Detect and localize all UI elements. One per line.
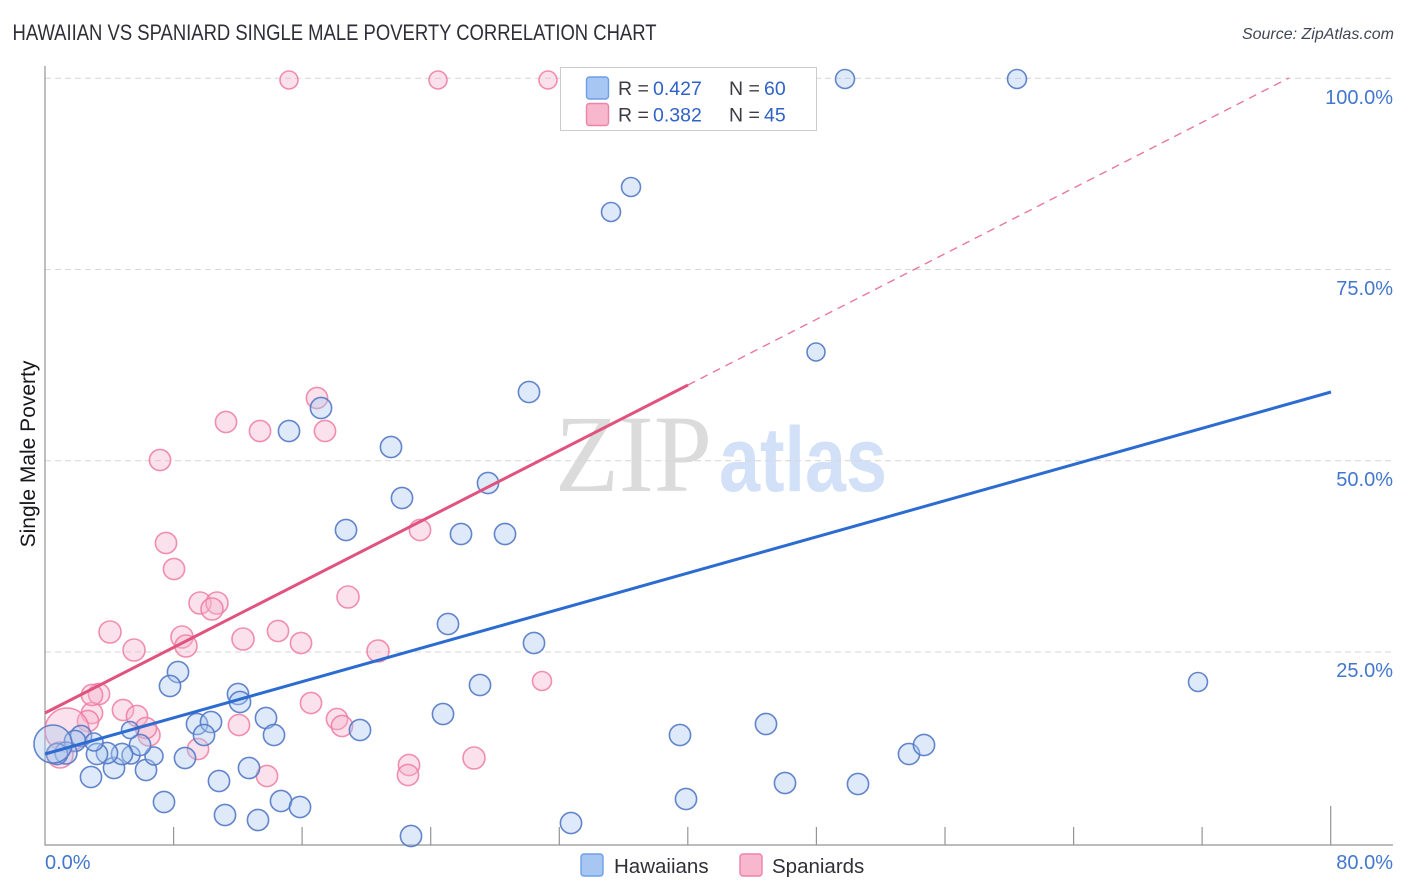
svg-text:0.427: 0.427 — [653, 78, 702, 100]
svg-text:R =: R = — [618, 105, 649, 127]
svg-text:25.0%: 25.0% — [1336, 660, 1393, 682]
svg-text:N =: N = — [729, 78, 760, 100]
svg-text:0.0%: 0.0% — [45, 852, 91, 874]
svg-text:50.0%: 50.0% — [1336, 469, 1393, 491]
svg-text:R =: R = — [618, 78, 649, 100]
svg-text:N =: N = — [729, 105, 760, 127]
svg-text:80.0%: 80.0% — [1336, 852, 1393, 874]
svg-text:0.382: 0.382 — [653, 105, 702, 127]
svg-text:Hawaiians: Hawaiians — [614, 855, 709, 878]
svg-text:HAWAIIAN VS SPANIARD SINGLE MA: HAWAIIAN VS SPANIARD SINGLE MALE POVERTY… — [13, 20, 657, 45]
svg-text:Source: ZipAtlas.com: Source: ZipAtlas.com — [1242, 26, 1394, 43]
svg-text:Single Male Poverty: Single Male Poverty — [17, 360, 40, 547]
svg-text:75.0%: 75.0% — [1336, 278, 1393, 300]
svg-text:Spaniards: Spaniards — [772, 855, 864, 878]
svg-text:atlas: atlas — [719, 409, 887, 511]
svg-text:100.0%: 100.0% — [1325, 87, 1393, 109]
svg-text:60: 60 — [764, 78, 786, 100]
svg-text:45: 45 — [764, 105, 786, 127]
